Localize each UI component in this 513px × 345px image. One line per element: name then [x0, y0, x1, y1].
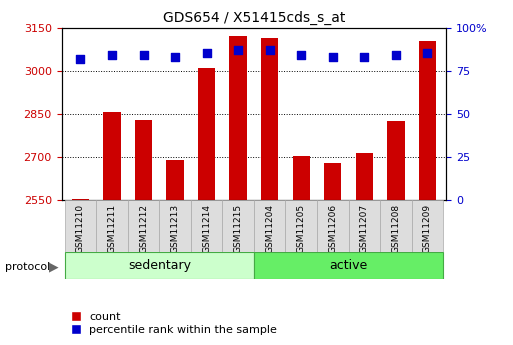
Text: ▶: ▶	[49, 261, 58, 274]
Text: sedentary: sedentary	[128, 259, 191, 272]
Point	[297, 52, 305, 58]
Point	[329, 54, 337, 60]
Text: GSM11205: GSM11205	[297, 204, 306, 253]
Bar	[324, 163, 342, 200]
Text: GSM11207: GSM11207	[360, 204, 369, 253]
Text: protocol: protocol	[5, 263, 50, 272]
Bar	[356, 152, 373, 200]
Text: GSM11214: GSM11214	[202, 204, 211, 253]
Title: GDS654 / X51415cds_s_at: GDS654 / X51415cds_s_at	[163, 11, 345, 25]
Text: GSM11212: GSM11212	[139, 204, 148, 253]
Point	[76, 56, 85, 61]
Legend: count, percentile rank within the sample: count, percentile rank within the sample	[67, 307, 282, 339]
FancyBboxPatch shape	[285, 200, 317, 252]
FancyBboxPatch shape	[317, 200, 348, 252]
FancyBboxPatch shape	[65, 252, 254, 279]
Text: GSM11204: GSM11204	[265, 204, 274, 253]
Bar	[198, 68, 215, 200]
Bar	[419, 40, 436, 200]
Text: GSM11206: GSM11206	[328, 204, 337, 253]
FancyBboxPatch shape	[65, 200, 96, 252]
Bar	[261, 38, 279, 200]
Bar	[387, 121, 405, 200]
FancyBboxPatch shape	[128, 200, 160, 252]
FancyBboxPatch shape	[160, 200, 191, 252]
Point	[423, 51, 431, 56]
Point	[108, 52, 116, 58]
Bar	[103, 112, 121, 200]
Bar	[166, 160, 184, 200]
Bar	[229, 36, 247, 200]
FancyBboxPatch shape	[411, 200, 443, 252]
Text: GSM11215: GSM11215	[233, 204, 243, 253]
Bar	[135, 120, 152, 200]
FancyBboxPatch shape	[380, 200, 411, 252]
FancyBboxPatch shape	[191, 200, 223, 252]
Bar	[292, 156, 310, 200]
Text: GSM11213: GSM11213	[171, 204, 180, 253]
Point	[171, 54, 179, 60]
FancyBboxPatch shape	[348, 200, 380, 252]
Text: active: active	[329, 259, 368, 272]
Text: GSM11208: GSM11208	[391, 204, 400, 253]
FancyBboxPatch shape	[96, 200, 128, 252]
Point	[360, 54, 368, 60]
FancyBboxPatch shape	[254, 200, 285, 252]
FancyBboxPatch shape	[223, 200, 254, 252]
FancyBboxPatch shape	[254, 252, 443, 279]
Text: GSM11209: GSM11209	[423, 204, 432, 253]
Point	[392, 52, 400, 58]
Bar	[72, 199, 89, 200]
Text: GSM11210: GSM11210	[76, 204, 85, 253]
Point	[234, 47, 242, 53]
Point	[266, 47, 274, 53]
Text: GSM11211: GSM11211	[108, 204, 116, 253]
Point	[203, 51, 211, 56]
Point	[140, 52, 148, 58]
